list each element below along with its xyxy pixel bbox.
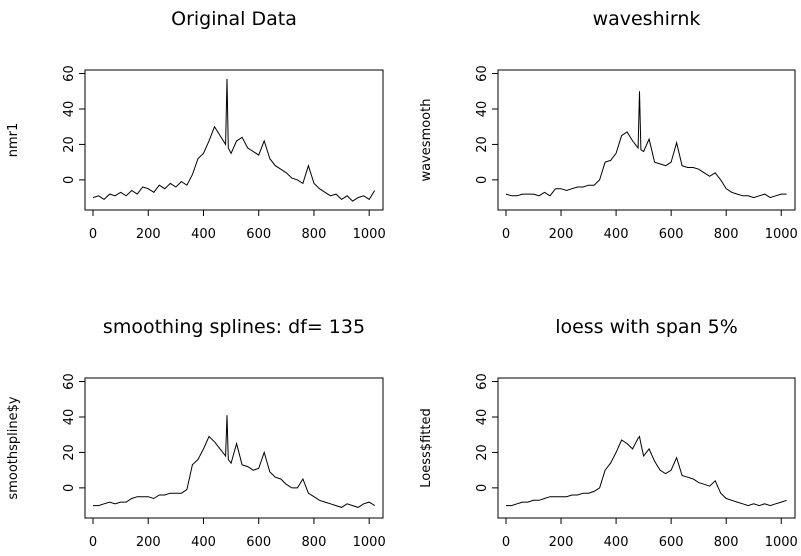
x-tick-label: 800 xyxy=(714,227,739,242)
x-tick-label: 0 xyxy=(502,535,510,550)
chart-title: Original Data xyxy=(171,8,297,30)
x-tick-label: 200 xyxy=(136,535,161,550)
y-tick-label: 0 xyxy=(475,176,490,184)
x-tick-label: 400 xyxy=(191,227,216,242)
x-tick-label: 1000 xyxy=(765,535,798,550)
plot-box xyxy=(84,69,384,211)
y-tick-label: 20 xyxy=(475,136,490,153)
x-tick-label: 800 xyxy=(302,535,327,550)
x-tick-label: 200 xyxy=(549,535,574,550)
x-tick-label: 0 xyxy=(89,227,97,242)
y-tick-label: 0 xyxy=(62,484,77,492)
x-tick-label: 600 xyxy=(659,535,684,550)
y-tick-label: 20 xyxy=(62,444,77,461)
chart-title: smoothing splines: df= 135 xyxy=(103,316,365,338)
y-tick-label: 20 xyxy=(62,136,77,153)
y-tick-label: 40 xyxy=(62,409,77,426)
x-tick-label: 0 xyxy=(89,535,97,550)
y-tick-label: 0 xyxy=(475,484,490,492)
x-tick-label: 800 xyxy=(714,535,739,550)
plot-box xyxy=(84,377,384,519)
data-line xyxy=(92,78,376,202)
x-tick-label: 1000 xyxy=(353,535,386,550)
y-tick-label: 40 xyxy=(62,101,77,118)
y-axis-label: wavesmooth xyxy=(419,99,434,182)
y-tick-label: 40 xyxy=(475,409,490,426)
y-axis-label: nmr1 xyxy=(6,123,21,158)
y-tick-label: 60 xyxy=(62,373,77,390)
x-tick-label: 600 xyxy=(246,227,271,242)
chart-title: loess with span 5% xyxy=(555,316,738,338)
y-tick-label: 60 xyxy=(62,65,77,82)
data-line xyxy=(93,415,375,508)
x-tick-label: 1000 xyxy=(765,227,798,242)
y-axis-label: smoothspline$y xyxy=(6,396,21,499)
x-tick-label: 400 xyxy=(604,535,629,550)
plot-box xyxy=(497,69,796,211)
x-tick-label: 600 xyxy=(659,227,684,242)
x-tick-label: 200 xyxy=(136,227,161,242)
x-tick-label: 600 xyxy=(246,535,271,550)
y-axis-label: Loess$fitted xyxy=(419,408,434,487)
y-tick-label: 0 xyxy=(62,176,77,184)
x-tick-label: 400 xyxy=(191,535,216,550)
data-line xyxy=(506,435,787,507)
chart-title: waveshirnk xyxy=(593,8,701,30)
x-tick-label: 800 xyxy=(302,227,327,242)
y-tick-label: 40 xyxy=(475,101,490,118)
x-tick-label: 0 xyxy=(502,227,510,242)
plot-box xyxy=(497,377,796,519)
y-tick-label: 60 xyxy=(475,65,490,82)
x-tick-label: 1000 xyxy=(353,227,386,242)
y-tick-label: 60 xyxy=(475,373,490,390)
data-line xyxy=(505,91,787,199)
x-tick-label: 200 xyxy=(549,227,574,242)
y-tick-label: 20 xyxy=(475,444,490,461)
x-tick-label: 400 xyxy=(604,227,629,242)
